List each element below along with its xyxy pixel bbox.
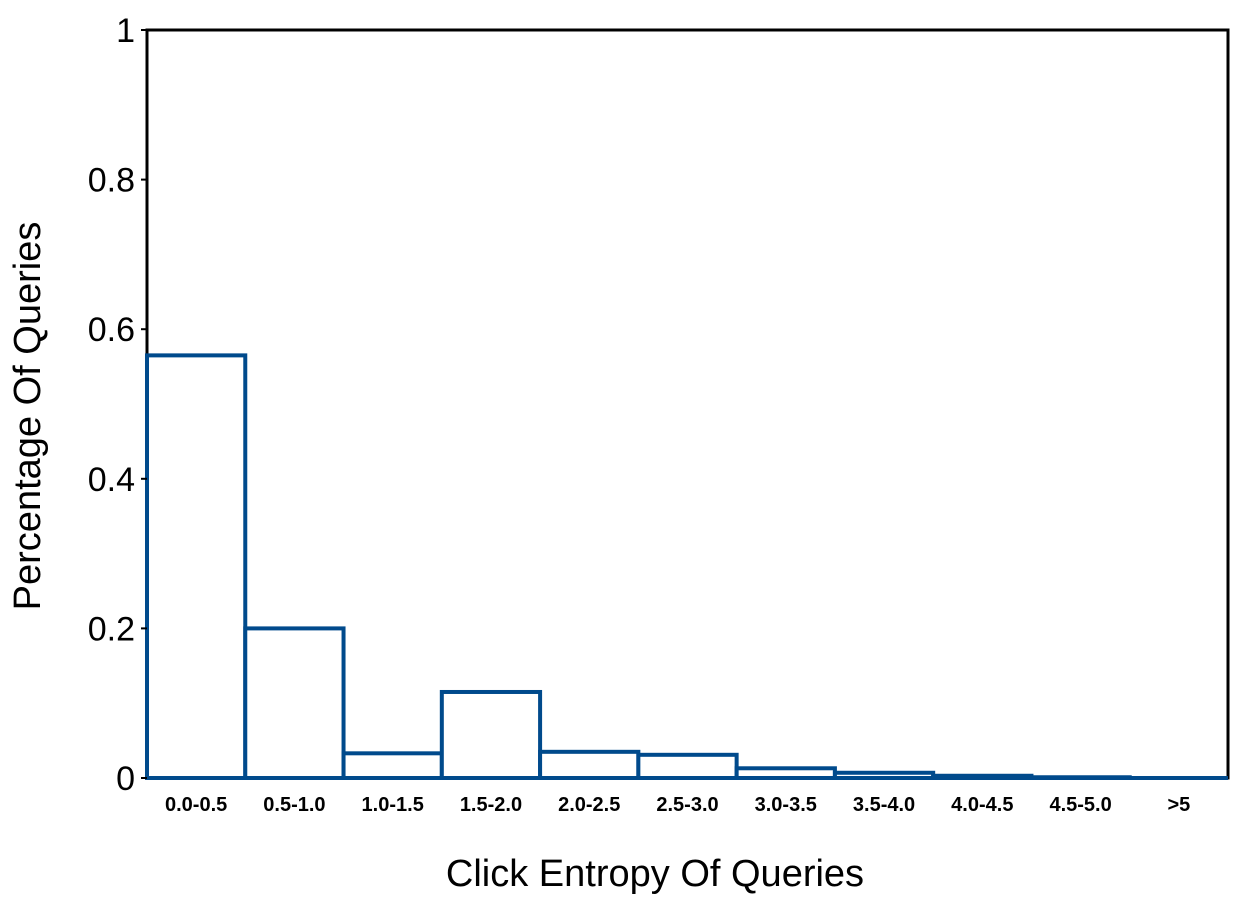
bar-5 bbox=[636, 752, 739, 780]
y-axis-title: Percentage Of Queries bbox=[7, 222, 49, 611]
x-tick-label-4: 2.0-2.5 bbox=[558, 794, 620, 816]
y-tick-label-3: 0.6 bbox=[88, 311, 135, 349]
bar-2 bbox=[341, 751, 444, 781]
y-tick-label-5: 1 bbox=[116, 12, 135, 50]
x-tick-label-2: 1.0-1.5 bbox=[362, 794, 424, 816]
y-tick-label-1: 0.2 bbox=[88, 610, 135, 648]
x-axis-title: Click Entropy Of Queries bbox=[446, 853, 864, 895]
y-tick-label-2: 0.4 bbox=[88, 461, 135, 499]
y-axis-ticks: 0 0.2 0.4 0.6 0.8 1 bbox=[88, 12, 147, 798]
x-tick-label-1: 0.5-1.0 bbox=[263, 794, 325, 816]
x-tick-label-6: 3.0-3.5 bbox=[755, 794, 817, 816]
x-tick-label-10: >5 bbox=[1167, 794, 1190, 816]
bar-1 bbox=[243, 626, 346, 781]
x-tick-label-9: 4.5-5.0 bbox=[1049, 794, 1111, 816]
y-tick-label-0: 0 bbox=[116, 760, 135, 798]
bar-4 bbox=[538, 749, 641, 781]
x-tick-label-5: 2.5-3.0 bbox=[656, 794, 718, 816]
bar-3 bbox=[439, 689, 543, 780]
x-tick-label-3: 1.5-2.0 bbox=[460, 794, 522, 816]
x-axis-ticks: 0.0-0.5 0.5-1.0 1.0-1.5 1.5-2.0 2.0-2.5 2.5-3… bbox=[165, 794, 1190, 816]
bar-0 bbox=[145, 353, 248, 780]
x-tick-label-0: 0.0-0.5 bbox=[165, 794, 227, 816]
x-tick-label-8: 4.0-4.5 bbox=[951, 794, 1013, 816]
x-tick-label-7: 3.5-4.0 bbox=[853, 794, 915, 816]
y-tick-label-4: 0.8 bbox=[88, 162, 135, 200]
bars-group bbox=[145, 353, 1228, 781]
